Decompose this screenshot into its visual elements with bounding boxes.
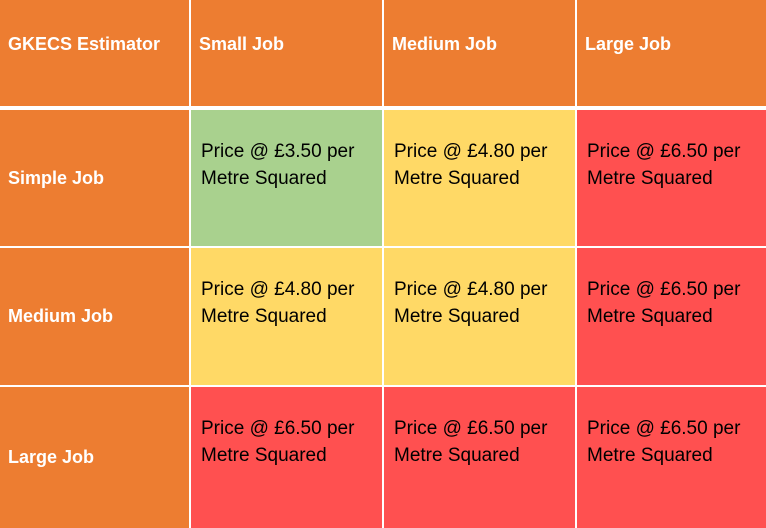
unit-line: Metre Squared: [201, 445, 327, 466]
price-cell: Price @ £4.80 per Metre Squared: [384, 248, 577, 387]
price-cell: Price @ £4.80 per Metre Squared: [191, 248, 384, 387]
row-header-medium-job: Medium Job: [0, 248, 191, 387]
price-line: Price @ £4.80 per: [394, 279, 548, 300]
unit-line: Metre Squared: [587, 445, 713, 466]
row-header-label: Medium Job: [8, 306, 114, 326]
row-header-simple-job: Simple Job: [0, 110, 191, 248]
price-line: Price @ £6.50 per: [394, 418, 548, 439]
table-corner-header: GKECS Estimator: [0, 0, 191, 110]
price-line: Price @ £6.50 per: [201, 418, 355, 439]
unit-line: Metre Squared: [587, 168, 713, 189]
price-line: Price @ £6.50 per: [587, 141, 741, 162]
price-cell: Price @ £6.50 per Metre Squared: [577, 110, 766, 248]
unit-line: Metre Squared: [587, 306, 713, 327]
price-cell: Price @ £6.50 per Metre Squared: [191, 387, 384, 528]
unit-line: Metre Squared: [201, 168, 327, 189]
price-cell: Price @ £6.50 per Metre Squared: [384, 387, 577, 528]
unit-line: Metre Squared: [394, 306, 520, 327]
column-header-small-job: Small Job: [191, 0, 384, 110]
row-header-label: Simple Job: [8, 167, 105, 188]
price-line: Price @ £6.50 per: [587, 418, 741, 439]
column-header-large-job: Large Job: [577, 0, 766, 110]
row-header-large-job: Large Job: [0, 387, 191, 528]
unit-line: Metre Squared: [394, 168, 520, 189]
price-cell: Price @ £3.50 per Metre Squared: [191, 110, 384, 248]
price-cell: Price @ £6.50 per Metre Squared: [577, 387, 766, 528]
column-header-medium-job: Medium Job: [384, 0, 577, 110]
price-line: Price @ £4.80 per: [394, 141, 548, 162]
price-line: Price @ £6.50 per: [587, 279, 741, 300]
unit-line: Metre Squared: [394, 445, 520, 466]
unit-line: Metre Squared: [201, 306, 327, 327]
row-header-label: Large Job: [8, 447, 95, 467]
price-line: Price @ £4.80 per: [201, 279, 355, 300]
price-cell: Price @ £4.80 per Metre Squared: [384, 110, 577, 248]
price-line: Price @ £3.50 per: [201, 141, 355, 162]
price-cell: Price @ £6.50 per Metre Squared: [577, 248, 766, 387]
